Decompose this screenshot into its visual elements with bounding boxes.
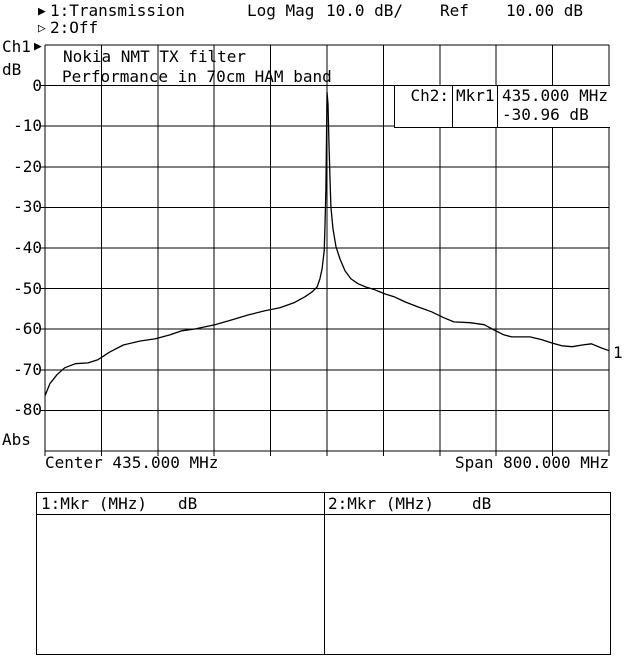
marker-table-divider (324, 493, 325, 654)
y-tick-label: -20 (13, 157, 42, 176)
readout-marker-level: -30.96 dB (502, 105, 589, 124)
trace-marker-1-label: 1 (613, 343, 623, 362)
y-axis-mode-label: Abs (2, 430, 31, 449)
plot-title-line1: Nokia NMT TX filter (63, 47, 247, 66)
channel1-measurement-label: 1:Transmission (50, 1, 185, 20)
y-tick-label: -10 (13, 116, 42, 135)
readout-divider (497, 86, 498, 127)
format-label: Log Mag (247, 1, 315, 20)
channel1-active-icon: ▶ (38, 4, 46, 19)
y-tick-label: -80 (13, 400, 42, 419)
readout-marker-name: Mkr1 (456, 86, 495, 105)
ref-value: 10.00 dB (506, 1, 584, 20)
reference-level-arrow-icon: ▶ (34, 39, 42, 54)
channel2-measurement-label: 2:Off (50, 18, 99, 37)
readout-channel: Ch2: (410, 86, 449, 105)
plot-title-line2: Performance in 70cm HAM band (62, 67, 332, 86)
y-tick-label: -70 (13, 360, 42, 379)
readout-marker-frequency: 435.000 MHz (502, 86, 608, 105)
ref-label: Ref (440, 1, 469, 20)
marker-readout-box: Ch2: Mkr1 435.000 MHz -30.96 dB (394, 85, 610, 128)
y-tick-label: 0 (32, 76, 42, 95)
channel2-inactive-icon: ▷ (38, 21, 46, 36)
y-tick-label: -60 (13, 319, 42, 338)
marker-table-col1-unit: dB (178, 494, 198, 513)
y-tick-label: -50 (13, 279, 42, 298)
marker-table-col2-label: 2:Mkr (MHz) (328, 494, 434, 513)
center-frequency-label: Center 435.000 MHz (45, 453, 219, 472)
readout-divider (452, 86, 453, 127)
y-axis-unit-label: dB (2, 60, 22, 79)
scale-per-div-value: 10.0 dB/ (326, 1, 404, 20)
span-frequency-label: Span 800.000 MHz (455, 453, 610, 472)
marker-table-header-row (37, 493, 610, 515)
marker-table-col2-unit: dB (472, 494, 492, 513)
marker-list-table: 1:Mkr (MHz) dB 2:Mkr (MHz) dB (36, 492, 611, 655)
transmission-trace (44, 91, 610, 397)
marker-table-col1-label: 1:Mkr (MHz) (41, 494, 147, 513)
y-tick-label: -30 (13, 197, 42, 216)
channel-label: Ch1 (2, 37, 31, 56)
y-tick-label: -40 (13, 238, 42, 257)
